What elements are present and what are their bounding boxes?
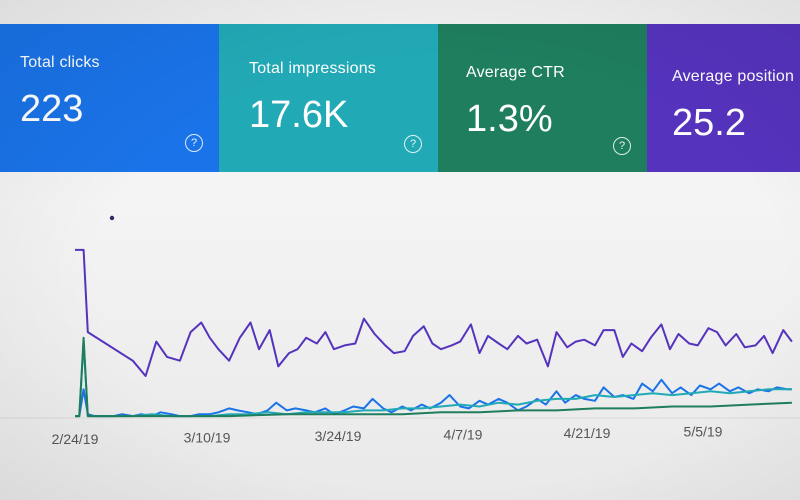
total-clicks-card[interactable]: Total clicks 223 ?: [0, 24, 219, 172]
card-label: Total clicks: [20, 54, 100, 71]
x-tick-label: 2/24/19: [52, 431, 99, 447]
help-circle-icon[interactable]: ?: [613, 137, 631, 155]
x-tick-label: 4/21/19: [564, 425, 611, 441]
card-value: 25.2: [672, 102, 746, 144]
card-label: Average position: [672, 68, 795, 85]
x-tick-layer: 2/24/19 3/10/19 3/24/19 4/7/19 4/21/19 5/5/19: [52, 424, 723, 448]
top-bar: [0, 0, 800, 24]
series-layer: [75, 248, 793, 418]
performance-chart: 2/24/19 3/10/19 3/24/19 4/7/19 4/21/19 5/5/19: [0, 172, 800, 500]
total-impressions-card[interactable]: Total impressions 17.6K ?: [219, 24, 438, 172]
help-circle-icon[interactable]: ?: [404, 135, 422, 153]
help-circle-icon[interactable]: ?: [185, 134, 203, 152]
x-tick-label: 3/24/19: [315, 428, 362, 444]
series-line-4[interactable]: [75, 336, 792, 418]
card-label: Total impressions: [249, 60, 377, 77]
card-value: 223: [20, 88, 84, 130]
x-tick-label: 3/10/19: [184, 430, 231, 446]
card-value: 17.6K: [249, 94, 349, 136]
x-tick-label: 5/5/19: [684, 424, 723, 440]
hover-point-marker: [109, 215, 115, 221]
metric-cards: Total clicks 223 ? Total impressions 17.…: [0, 24, 800, 172]
average-position-card[interactable]: Average position 25.2: [647, 24, 800, 172]
line-chart-svg: 2/24/19 3/10/19 3/24/19 4/7/19 4/21/19 5/5/19: [0, 215, 800, 448]
series-line-1[interactable]: [75, 248, 793, 377]
average-ctr-card[interactable]: Average CTR 1.3% ?: [438, 24, 647, 172]
x-tick-label: 4/7/19: [444, 427, 483, 443]
card-value: 1.3%: [466, 98, 553, 140]
series-line-2[interactable]: [75, 378, 792, 418]
series-line-3[interactable]: [75, 340, 792, 418]
card-label: Average CTR: [466, 64, 565, 81]
